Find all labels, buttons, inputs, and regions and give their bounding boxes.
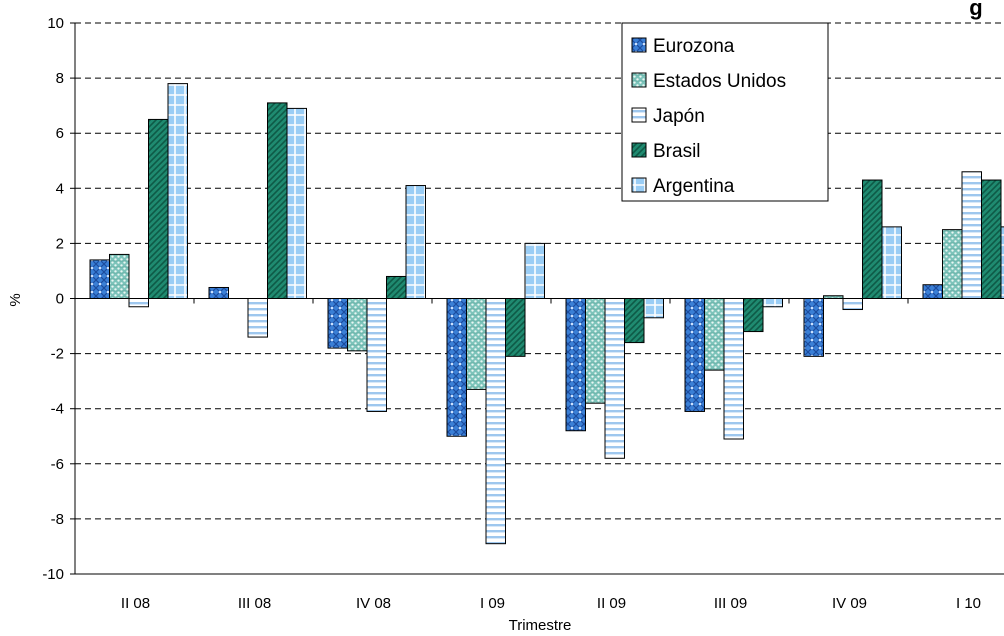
y-tick-label: -10 [42,566,64,583]
bar-eurozona [803,298,824,357]
bar-brasil [505,298,526,357]
bar-estados-unidos [585,298,606,404]
bar-eurozona [89,259,110,299]
y-tick-label: 10 [47,15,64,32]
bar-eurozona [446,298,467,437]
x-axis-title: Trimestre [509,617,572,634]
bar-japón [842,298,863,311]
y-tick-label: -8 [51,511,64,528]
legend-label: Argentina [653,176,735,197]
legend: Eurozona Estados Unidos Japón Brasil Argenti… [621,22,829,202]
bar-argentina [524,242,545,299]
legend-label: Japón [653,106,705,127]
bar-brasil [624,298,645,344]
bar-eurozona [684,298,705,412]
bar-estados-unidos [704,298,725,371]
legend-swatch [631,142,647,158]
bar-eurozona [565,298,586,432]
bar-argentina [405,185,426,299]
y-tick-label: 2 [56,235,64,252]
x-tick-label: IV 08 [356,595,391,612]
y-tick-label: 0 [56,291,64,308]
y-tick-label: 6 [56,125,64,142]
x-tick-label: II 09 [597,595,626,612]
bar-japón [128,298,149,308]
bar-brasil [267,102,288,299]
bar-argentina [762,298,783,308]
bar-argentina [286,107,307,299]
tick-labels: -10 -8 -6 -4 -2 0 2 4 6 8 10 II 08 III 08 IV 08 I 09 II… [42,15,981,612]
bar-brasil [981,179,1002,299]
bar-estados-unidos [823,295,844,299]
bar-japón [485,298,506,545]
chart-title-layer: g [969,0,982,20]
bar-japón [247,298,268,338]
x-tick-label: III 08 [238,595,271,612]
bar-brasil [862,179,883,299]
legend-label: Estados Unidos [653,71,786,92]
bar-argentina [1000,226,1004,299]
x-tick-label: II 08 [121,595,150,612]
legend-swatch [631,107,647,123]
bar-japón [366,298,387,412]
legend-swatch [631,37,647,53]
bar-brasil [386,275,407,299]
bar-eurozona [327,298,348,349]
legend-swatch [631,177,647,193]
x-tick-label: IV 09 [832,595,867,612]
bar-estados-unidos [347,298,368,352]
legend-swatch [631,72,647,88]
y-tick-label: -6 [51,456,64,473]
x-tick-label: I 09 [480,595,505,612]
bar-brasil [743,298,764,333]
bar-eurozona [922,284,943,300]
y-tick-label: -2 [51,346,64,363]
bar-japón [723,298,744,440]
bars [89,83,1004,545]
bar-japón [961,171,982,300]
bar-eurozona [208,286,229,300]
y-tick-label: 8 [56,70,64,87]
y-tick-label: -4 [51,401,64,418]
bar-estados-unidos [466,298,487,390]
bar-estados-unidos [942,229,963,299]
y-tick-label: 4 [56,180,64,197]
legend-label: Brasil [653,141,701,162]
bar-argentina [881,226,902,299]
bar-estados-unidos [109,253,130,299]
y-axis-title: % [7,293,24,306]
x-tick-label: III 09 [714,595,747,612]
bar-japón [604,298,625,459]
legend-box [621,22,829,202]
bar-argentina [643,298,664,319]
legend-label: Eurozona [653,36,735,57]
x-tick-label: I 10 [956,595,981,612]
chart-title-fragment: g [969,0,982,20]
bar-argentina [167,83,188,299]
bar-brasil [148,118,169,299]
